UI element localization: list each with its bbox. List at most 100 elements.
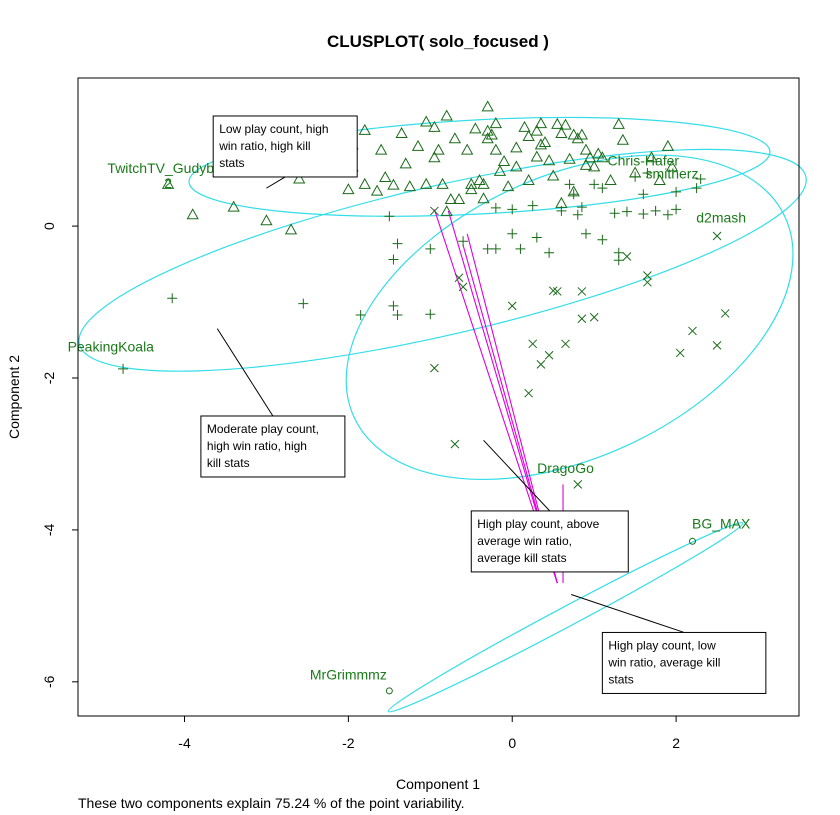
annotation-box-2 <box>200 415 346 478</box>
annotation-2: Moderate play count, high win ratio, high… <box>200 328 346 478</box>
point-triangle-80 <box>645 151 658 163</box>
point-cross-24 <box>720 309 730 318</box>
point-cross-8 <box>528 339 538 349</box>
point-triangle-65 <box>563 152 576 164</box>
point-plus-35 <box>630 171 641 182</box>
point-plus-42 <box>671 204 682 215</box>
point-cross-25 <box>712 231 722 241</box>
point-triangle-70 <box>579 143 593 155</box>
cluster-ellipse-4 <box>387 522 744 713</box>
point-label-6: PeakingKoala <box>68 338 155 354</box>
point-plus-22 <box>556 205 567 216</box>
point-plus-3 <box>298 298 309 309</box>
point-triangle-57 <box>534 138 548 150</box>
annotation-box-4 <box>601 631 767 694</box>
point-triangle-52 <box>522 174 535 186</box>
annotation-1: Low play count, high win ratio, high kill… <box>212 115 358 189</box>
annotation-text-1-3: stats <box>219 156 244 170</box>
point-triangle-13 <box>358 123 371 135</box>
point-label-9: MrGrimmmz <box>310 667 387 683</box>
point-plus-15 <box>490 243 501 254</box>
point-cross-2 <box>430 363 439 373</box>
point-cross-15 <box>577 287 587 296</box>
cluster-ellipse-3 <box>345 154 794 481</box>
point-triangle-64 <box>559 118 572 130</box>
point-cross-10 <box>544 350 554 360</box>
annotation-text-1-1: Low play count, high <box>219 122 328 136</box>
point-plus-23 <box>564 179 575 190</box>
point-label-4: smitherz <box>646 165 699 181</box>
point-triangle-26 <box>432 143 445 155</box>
point-triangle-58 <box>538 136 552 148</box>
point-triangle-48 <box>501 180 515 192</box>
annotation-box-3 <box>470 510 629 573</box>
point-triangle-71 <box>579 158 593 170</box>
point-plus-9 <box>392 238 403 249</box>
point-plus-40 <box>662 209 673 220</box>
point-triangle-35 <box>465 177 478 189</box>
point-plus-4 <box>355 309 366 320</box>
point-triangle-14 <box>370 184 384 196</box>
point-triangle-62 <box>555 126 568 138</box>
annotation-text-3-3: average kill stats <box>477 551 566 565</box>
point-cross-3 <box>450 439 460 449</box>
point-triangle-9 <box>342 183 355 195</box>
point-triangle-63 <box>555 196 568 208</box>
point-triangle-19 <box>399 157 412 169</box>
point-triangle-44 <box>489 117 503 129</box>
x-tick-label-2: -2 <box>342 735 355 751</box>
point-plus-24 <box>568 189 579 200</box>
y-axis-title: Component 2 <box>6 355 22 439</box>
x-axis-title: Component 1 <box>396 776 480 792</box>
x-tick-label-1: -4 <box>178 735 191 751</box>
point-triangle-28 <box>440 205 453 217</box>
point-cross-21 <box>675 348 685 358</box>
point-plus-6 <box>388 300 399 311</box>
point-cross-12 <box>552 287 562 296</box>
chart-title: CLUSPLOT( solo_focused ) <box>327 32 549 51</box>
point-circle-1 <box>385 687 393 695</box>
point-plus-38 <box>642 167 653 178</box>
point-triangle-12 <box>358 177 371 189</box>
point-triangle-74 <box>592 147 605 159</box>
point-plus-20 <box>531 232 542 243</box>
y-tick-label-1: 0 <box>41 222 57 230</box>
point-plus-14 <box>490 202 501 213</box>
point-triangle-81 <box>653 174 666 186</box>
y-tick-label-3: -4 <box>41 523 57 536</box>
point-label-2: 2 <box>164 175 172 191</box>
point-triangle-69 <box>575 128 589 140</box>
annotation-text-3-1: High play count, above <box>477 517 599 531</box>
point-triangle-31 <box>448 132 462 144</box>
point-plus-5 <box>384 211 395 222</box>
point-triangle-33 <box>461 143 474 155</box>
point-plus-27 <box>580 228 591 239</box>
point-triangle-30 <box>444 192 457 205</box>
point-cross-18 <box>622 252 632 261</box>
cluster-ellipse-1 <box>188 116 771 217</box>
point-triangle-16 <box>379 170 392 182</box>
point-triangle-49 <box>510 160 523 172</box>
point-label-3: Chris-Hafer <box>608 152 680 168</box>
point-triangle-47 <box>497 155 511 167</box>
point-triangle-56 <box>534 117 548 129</box>
point-triangle-51 <box>518 120 531 132</box>
point-plus-39 <box>650 205 661 216</box>
point-triangle-54 <box>530 124 543 136</box>
x-axis: -4 -2 0 2 <box>178 716 680 751</box>
y-axis: 0 -2 -4 -6 <box>41 222 78 688</box>
point-triangle-66 <box>567 128 580 140</box>
point-triangle-24 <box>428 120 441 132</box>
point-plus-44 <box>695 174 706 185</box>
point-triangle-38 <box>477 177 490 189</box>
point-triangle-61 <box>551 117 564 129</box>
point-cross-1 <box>430 206 439 216</box>
point-triangle-36 <box>469 122 482 134</box>
point-triangle-32 <box>452 192 466 205</box>
point-triangle-3 <box>227 200 240 212</box>
point-label-8: BG_MAX <box>692 515 751 531</box>
point-plus-19 <box>527 200 538 211</box>
point-triangle-42 <box>481 100 494 112</box>
